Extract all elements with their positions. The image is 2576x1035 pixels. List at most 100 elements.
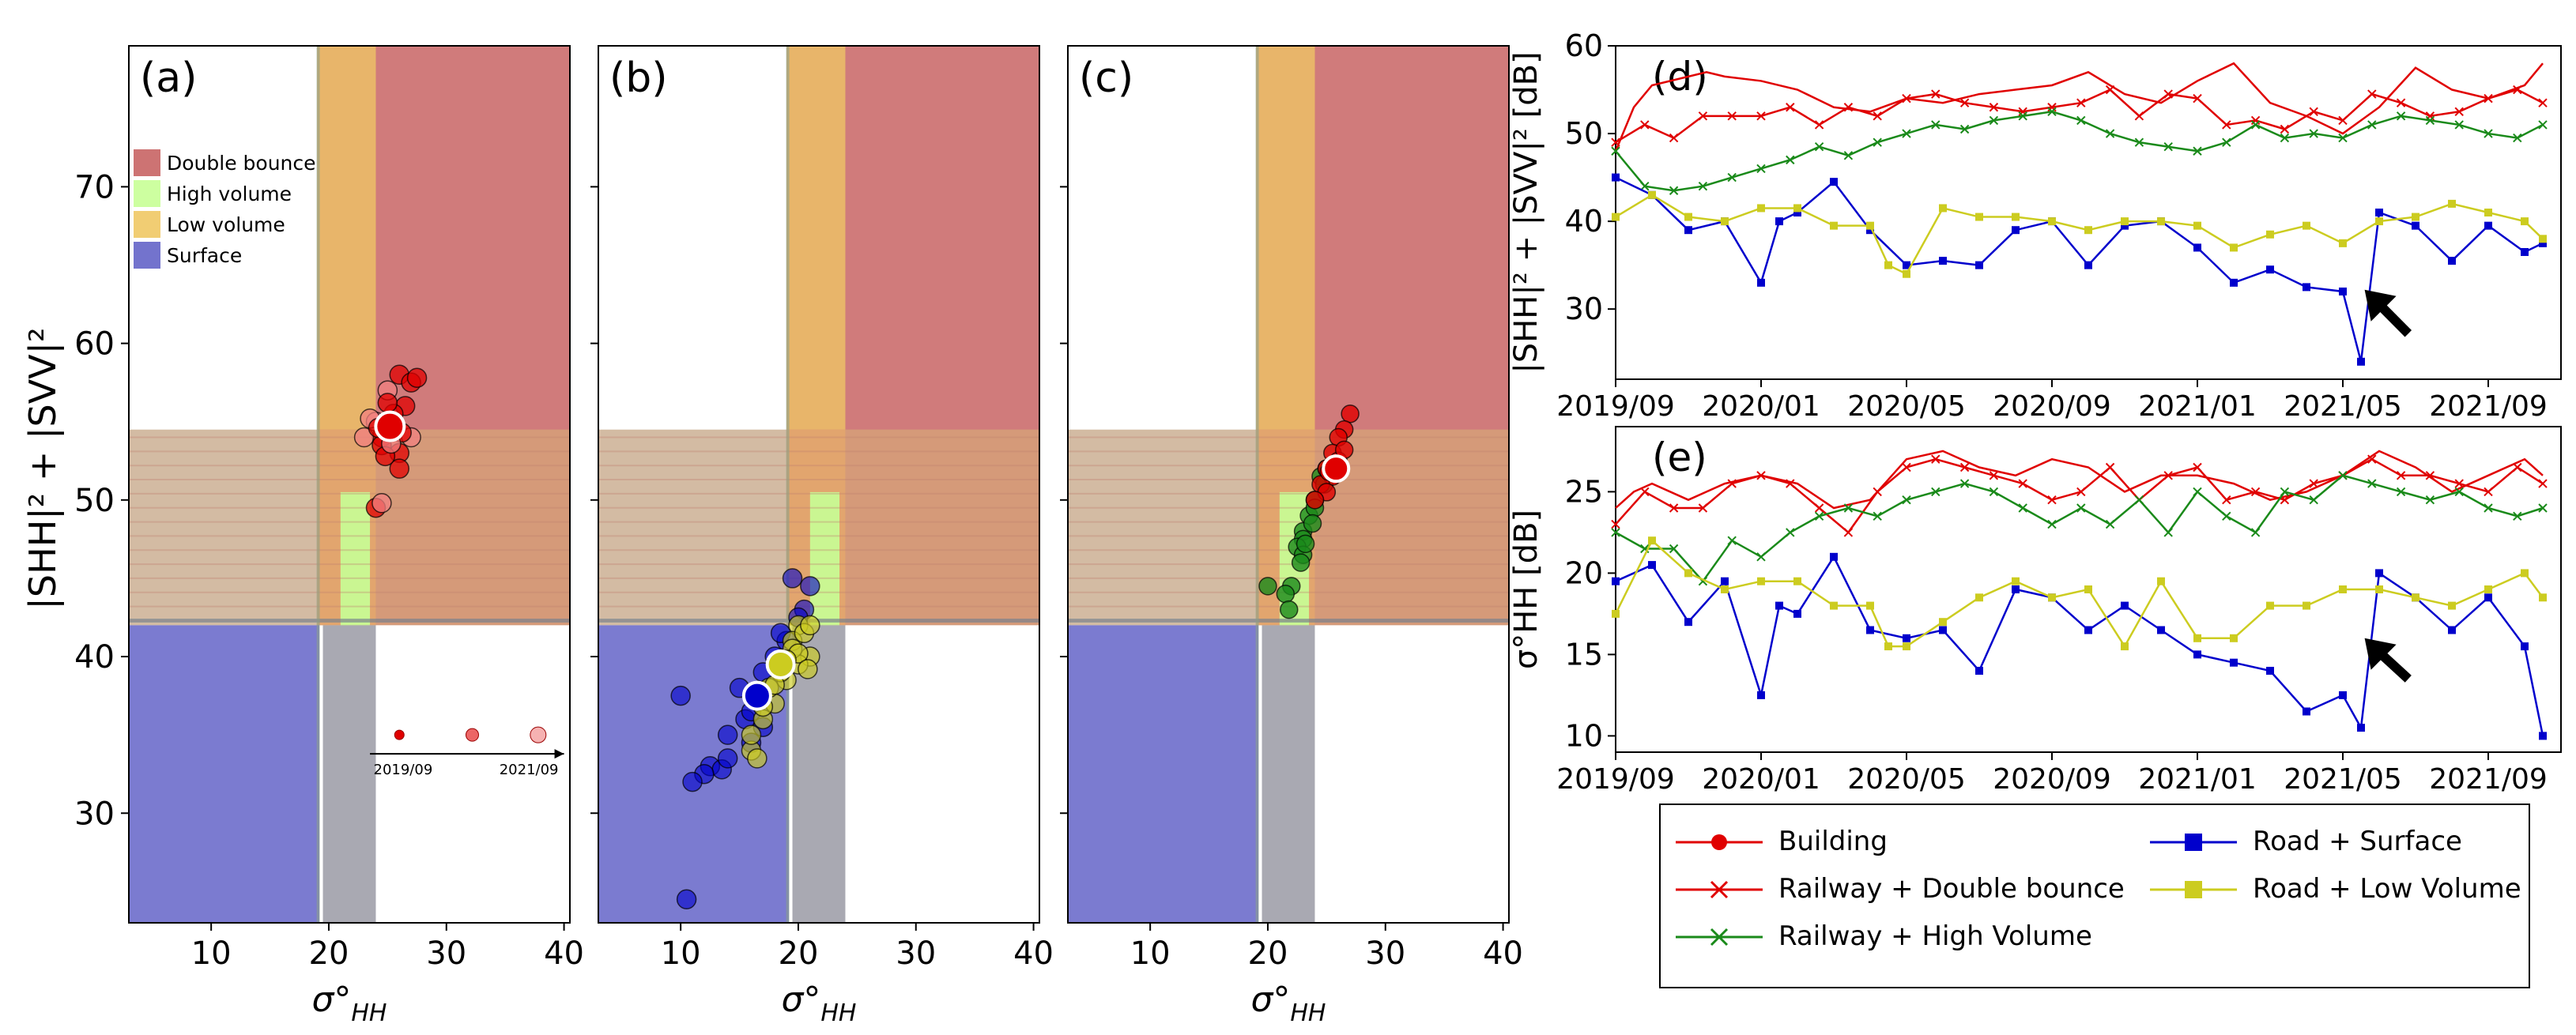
x-tick-label: 2021/05 — [2284, 390, 2402, 423]
series-marker — [1669, 133, 1679, 143]
series-marker — [1975, 667, 1983, 675]
series-marker — [1793, 577, 1801, 585]
legend-label: High volume — [167, 183, 292, 205]
region-low-volume-band — [598, 429, 787, 626]
series-marker — [1684, 213, 1692, 221]
series-marker — [2018, 111, 2027, 121]
legend-marker — [2185, 881, 2202, 898]
scatter-panel-2: 10 20 30 40 σ°HH (b) — [590, 45, 1054, 1027]
series-marker — [1793, 609, 1801, 618]
series-marker — [1612, 577, 1620, 585]
series-line — [1614, 539, 2544, 649]
series-marker — [1939, 618, 1947, 627]
series-marker — [2084, 261, 2092, 269]
x-tick-label: 20 — [309, 935, 349, 972]
series-marker — [2076, 503, 2086, 513]
series-marker — [2266, 230, 2274, 239]
series-marker — [1902, 495, 1911, 505]
mean-point — [1322, 454, 1351, 484]
x-tick-label: 20 — [779, 935, 819, 972]
series-marker — [2280, 133, 2290, 143]
series-marker — [1786, 479, 1795, 488]
region-empty-bottom-right — [845, 625, 1039, 923]
series-marker — [2105, 85, 2115, 95]
region-low-volume-column — [1256, 46, 1315, 430]
series-marker — [2280, 487, 2290, 497]
y-tick-label: 60 — [74, 326, 115, 363]
series-marker — [1640, 487, 1650, 497]
series-marker — [1884, 261, 1892, 269]
data-point-yellow — [747, 748, 768, 769]
time-arrow-icon — [554, 749, 564, 759]
series-marker — [2018, 479, 2027, 488]
series-marker — [2357, 724, 2365, 732]
series-marker — [2250, 487, 2261, 497]
series-marker — [1939, 257, 1947, 265]
series-marker — [2303, 283, 2310, 292]
series-marker — [1727, 479, 1737, 488]
series-marker — [2222, 511, 2231, 521]
series-marker — [2121, 217, 2129, 226]
series-marker — [2484, 503, 2493, 513]
x-tick-label: 40 — [544, 935, 584, 972]
y-tick-label: 40 — [74, 639, 115, 676]
series-marker — [1989, 471, 1999, 480]
y-tick-label: 15 — [1565, 637, 1603, 672]
series-marker — [1931, 454, 1940, 464]
series-marker — [1684, 569, 1692, 578]
series-marker — [2425, 115, 2435, 126]
series-marker — [1959, 124, 1970, 134]
series-marker — [1721, 217, 1729, 226]
series-marker — [2157, 217, 2165, 226]
series-marker — [1648, 190, 1656, 199]
time-dot — [465, 728, 479, 742]
series-marker — [2230, 634, 2238, 642]
series-marker — [1757, 577, 1765, 585]
series-marker — [1756, 471, 1766, 480]
legend-label: Low volume — [167, 213, 285, 236]
scatter-points-c — [1258, 405, 1360, 619]
legend-marker — [1711, 834, 1727, 850]
series-marker — [2484, 209, 2492, 216]
series-marker — [2396, 487, 2406, 497]
x-tick-label: 40 — [1013, 935, 1054, 972]
x-tick-label: 30 — [426, 935, 466, 972]
scatter-points-a: Double bounce High volume Low volume Surfac… — [134, 149, 564, 778]
data-point-blue — [800, 576, 820, 597]
series-marker — [2339, 585, 2347, 593]
region-high-volume — [809, 491, 840, 626]
region-layer — [598, 46, 1039, 923]
series-marker — [1959, 98, 1970, 107]
x-tick-label: 10 — [191, 935, 232, 972]
series-marker — [1721, 585, 1729, 593]
y-tick-label: 10 — [1565, 718, 1603, 753]
data-point — [372, 493, 392, 514]
region-low-volume-band — [129, 429, 318, 626]
series-marker — [2193, 650, 2201, 659]
region-low-volume-band — [1068, 429, 1257, 626]
x-tick-label: 30 — [1365, 935, 1405, 972]
series-marker — [2230, 243, 2238, 252]
series-marker — [2425, 495, 2435, 505]
region-low-volume-right — [845, 429, 1039, 626]
series-marker — [1786, 103, 1795, 112]
series-marker — [1757, 691, 1765, 699]
region-high-volume — [340, 491, 371, 626]
y-tick-label: 30 — [1565, 292, 1603, 326]
line-panels: 30 40 50 60 2019/09 2020/01 2020/05 2020/09 2021… — [1508, 28, 2562, 796]
data-point-blue — [782, 568, 803, 589]
panel-label: (a) — [140, 55, 197, 102]
x-tick-label: 20 — [1248, 935, 1288, 972]
panel-label: (c) — [1079, 55, 1133, 102]
legend-swatch — [134, 242, 160, 269]
mean-point-yellow — [765, 649, 796, 679]
series-marker — [2396, 471, 2406, 480]
legend-label: Double bounce — [167, 152, 316, 175]
series-marker — [1669, 186, 1679, 195]
scatter-panel-1: 10 20 30 40 30 40 50 60 70 σ°HH (a) — [74, 45, 584, 1027]
series-marker — [1959, 462, 1970, 472]
series-marker — [1903, 642, 1910, 651]
series-marker — [1612, 213, 1620, 221]
y-tick-label: 50 — [74, 483, 115, 519]
series-marker — [1830, 601, 1838, 610]
